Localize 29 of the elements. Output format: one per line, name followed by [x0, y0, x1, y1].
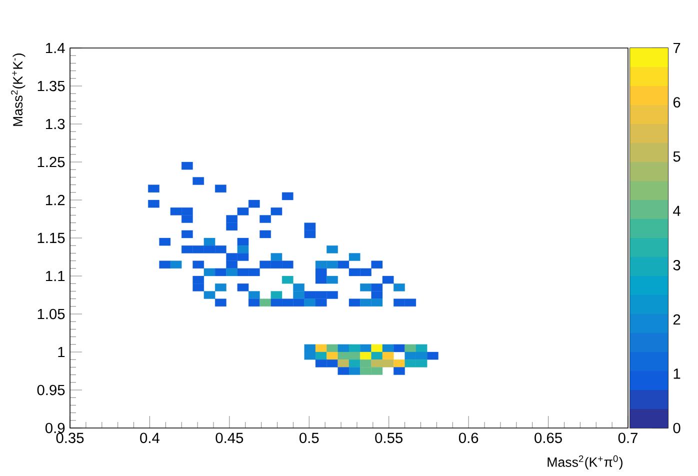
y-axis-title: Mass$^{2}$(K$^{+}$K$^{-}$)	[11, 54, 26, 126]
color-bar-label: 6	[673, 97, 680, 108]
y-tick-label: 1.25	[38, 156, 65, 168]
x-tick-label: 0.65	[534, 432, 562, 444]
y-tick-label: 0.9	[45, 422, 65, 434]
x-axis-title: Mass$^{2}$(K$^{+}$π$^{0}$)	[548, 455, 622, 470]
y-tick-label: 1.4	[46, 42, 65, 54]
color-bar-label: 2	[673, 314, 680, 325]
color-bar-label: 5	[673, 151, 680, 162]
x-tick-label: 0.7	[618, 432, 638, 444]
x-tick-label: 0.6	[458, 432, 478, 444]
color-bar-label: 4	[673, 206, 680, 216]
y-tick-label: 1.15	[38, 232, 65, 244]
color-bar-label: 0	[673, 422, 680, 434]
color-bar-label: 3	[673, 260, 680, 270]
y-tick-label: 1	[58, 346, 65, 358]
y-tick-label: 1.3	[46, 118, 65, 130]
color-bar-label: 1	[674, 368, 680, 379]
y-tick-label: 1.1	[46, 270, 65, 282]
x-tick-label: 0.5	[300, 432, 319, 444]
y-tick-label: 0.95	[37, 384, 65, 396]
y-tick-label: 1.2	[46, 194, 65, 206]
color-bar-label: 7	[673, 42, 680, 54]
x-tick-label: 0.45	[216, 432, 244, 444]
y-tick-label: 1.35	[38, 80, 65, 92]
x-tick-label: 0.55	[375, 432, 403, 444]
y-tick-label: 1.05	[38, 308, 65, 320]
x-tick-label: 0.4	[140, 432, 160, 444]
x-tick-label: 0.35	[56, 432, 84, 444]
